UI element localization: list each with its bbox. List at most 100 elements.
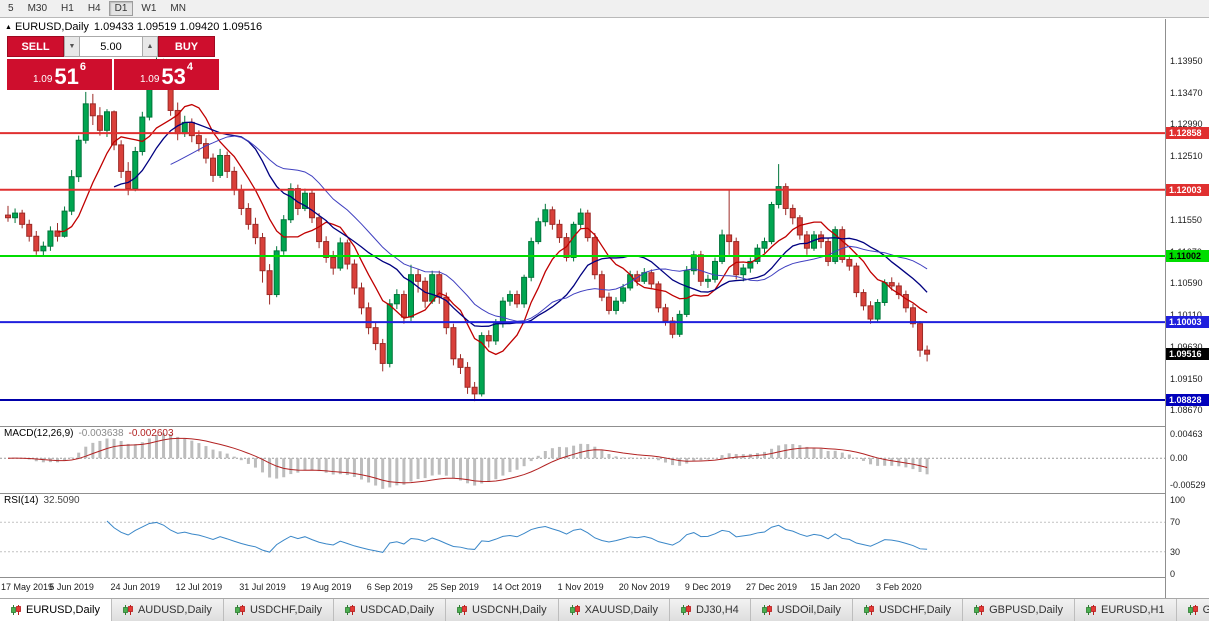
price-axis-label: 1.09630 [1170,341,1203,352]
one-click-trading-panel: SELL ▼ ▲ BUY 1.09 51 6 1.09 53 4 [7,36,219,90]
sell-price-main: 51 [54,64,79,89]
tab-label: USDCNH,Daily [472,604,547,616]
volume-decrease-button[interactable]: ▼ [64,36,80,57]
chart-tab-usdchf-daily[interactable]: USDCHF,Daily [223,599,335,621]
date-axis-label: 25 Sep 2019 [427,582,479,592]
volume-input[interactable] [80,36,142,57]
tab-label: XAUUSD,Daily [584,604,658,616]
rsi-axis-label: 70 [1170,517,1181,528]
price-axis-label: 1.12510 [1170,151,1203,162]
date-axis-label: 14 Oct 2019 [492,582,542,592]
level-price-tag[interactable]: 1.12003 [1166,183,1209,196]
collapse-panel-icon[interactable]: ▲ [5,24,12,31]
timeframe-button-d1[interactable]: D1 [108,1,134,16]
buy-price-main: 53 [161,64,186,89]
buy-price-prefix: 1.09 [139,74,160,85]
tab-label: USDCHF,Daily [249,604,323,616]
candlestick-chart-icon [11,605,21,615]
price-axis-label: 1.12990 [1170,119,1203,130]
timeframe-button-w1[interactable]: W1 [135,1,162,16]
macd-axis-label: 0.00 [1170,453,1188,464]
tab-label: EURUSD,H1 [1101,604,1165,616]
tab-label: GBPAUD,H1 [1203,604,1209,616]
date-axis-label: 12 Jul 2019 [175,582,223,592]
chart-tab-usdchf-daily[interactable]: USDCHF,Daily [852,599,964,621]
buy-button[interactable]: BUY [158,36,215,57]
level-price-tag[interactable]: 1.08828 [1166,393,1209,406]
tab-label: USDCAD,Daily [360,604,435,616]
date-axis-label: 3 Feb 2020 [876,582,922,592]
timeframe-toolbar: 5 M30 H1 H4 D1 W1 MN [0,0,1209,18]
date-axis-label: 31 Jul 2019 [239,582,286,592]
macd-indicator-label: MACD(12,26,9) -0.003638 -0.002603 [4,428,174,439]
date-axis-label: 6 Sep 2019 [366,582,413,592]
tab-label: GBPUSD,Daily [989,604,1064,616]
candlestick-chart-icon [457,605,467,615]
chart-tab-bar: EURUSD,Daily AUDUSD,Daily USDCHF,Daily USDC… [0,598,1209,621]
chart-tab-xauusd-daily[interactable]: XAUUSD,Daily [558,599,670,621]
chart-tab-usdoil-daily[interactable]: USDOil,Daily [750,599,853,621]
rsi-indicator-label: RSI(14) 32.5090 [4,495,80,506]
chart-tab-dj30-h4[interactable]: DJ30,H4 [669,599,751,621]
tab-label: USDOil,Daily [776,604,841,616]
tab-label: EURUSD,Daily [26,604,100,616]
timeframe-button-mn[interactable]: MN [164,1,192,16]
rsi-pane-separator[interactable] [0,493,1209,494]
date-axis-label: 24 Jun 2019 [110,582,161,592]
candlestick-chart-icon [1086,605,1096,615]
candlestick-chart-icon [864,605,874,615]
sell-price-pip: 6 [79,61,87,73]
rsi-axis-label: 0 [1170,569,1176,579]
price-axis-label: 1.10590 [1170,278,1203,289]
chart-tab-gbpaud-h1[interactable]: GBPAUD,H1 [1176,599,1209,621]
sell-price-display[interactable]: 1.09 51 6 [7,59,112,90]
macd-axis-label: 0.00463 [1170,429,1203,440]
chart-tab-usdcad-daily[interactable]: USDCAD,Daily [334,599,447,621]
chart-window: 17 May 2019 5 Jun 2019 24 Jun 2019 12 Jul 2… [0,19,1209,598]
date-axis-label: 20 Nov 2019 [618,582,670,592]
price-axis-label: 1.13950 [1170,55,1203,66]
level-price-tag[interactable]: 1.11002 [1166,250,1209,262]
macd-pane-separator[interactable] [0,426,1209,427]
macd-signal-value: -0.002603 [128,428,174,439]
buy-price-display[interactable]: 1.09 53 4 [114,59,219,90]
price-axis-label: 1.10110 [1170,310,1202,321]
candlestick-chart-icon [974,605,984,615]
candlestick-chart-icon [123,605,133,615]
timeframe-button-m30[interactable]: M30 [22,1,53,16]
timeframe-button-5[interactable]: 5 [2,1,20,16]
date-axis-label: 5 Jun 2019 [49,582,94,592]
chart-tab-eurusd-daily[interactable]: EURUSD,Daily [0,599,112,621]
candlestick-chart-icon [235,605,245,615]
candlestick-chart-icon [681,605,691,615]
volume-increase-button[interactable]: ▲ [142,36,158,57]
buy-price-pip: 4 [186,61,194,73]
timeframe-button-h4[interactable]: H4 [82,1,107,16]
level-price-tag[interactable]: 1.10003 [1166,316,1209,329]
macd-name: MACD(12,26,9) [4,428,74,439]
date-axis-label: 1 Nov 2019 [557,582,604,592]
chart-tab-usdcnh-daily[interactable]: USDCNH,Daily [446,599,559,621]
date-axis-label: 27 Dec 2019 [746,582,798,592]
candlestick-chart-icon [761,605,772,615]
level-price-tag[interactable]: 1.12858 [1166,127,1209,140]
candlestick-chart-icon [1187,605,1198,615]
timeframe-button-h1[interactable]: H1 [55,1,80,16]
chart-tab-audusd-daily[interactable]: AUDUSD,Daily [111,599,224,621]
macd-main-value: -0.003638 [78,428,124,439]
date-axis-label: 19 Aug 2019 [300,582,352,592]
date-axis-separator [0,577,1209,578]
chart-symbol-label: EURUSD,Daily [14,21,89,33]
chart-tab-gbpusd-daily[interactable]: GBPUSD,Daily [963,599,1076,621]
tab-label: AUDUSD,Daily [137,604,212,616]
price-chart-canvas[interactable] [0,19,1165,577]
price-axis[interactable]: 1.139501.134701.129901.125101.120301.115… [1165,19,1209,598]
rsi-value: 32.5090 [43,495,80,506]
date-axis-label: 17 May 2019 [1,582,54,592]
sell-button[interactable]: SELL [7,36,64,57]
rsi-axis-label: 30 [1170,546,1181,557]
chart-tab-eurusd-h1[interactable]: EURUSD,H1 [1075,599,1177,621]
price-axis-label: 1.09150 [1170,373,1203,384]
rsi-axis-label: 100 [1170,495,1186,505]
macd-axis-label: -0.00529 [1170,480,1206,491]
